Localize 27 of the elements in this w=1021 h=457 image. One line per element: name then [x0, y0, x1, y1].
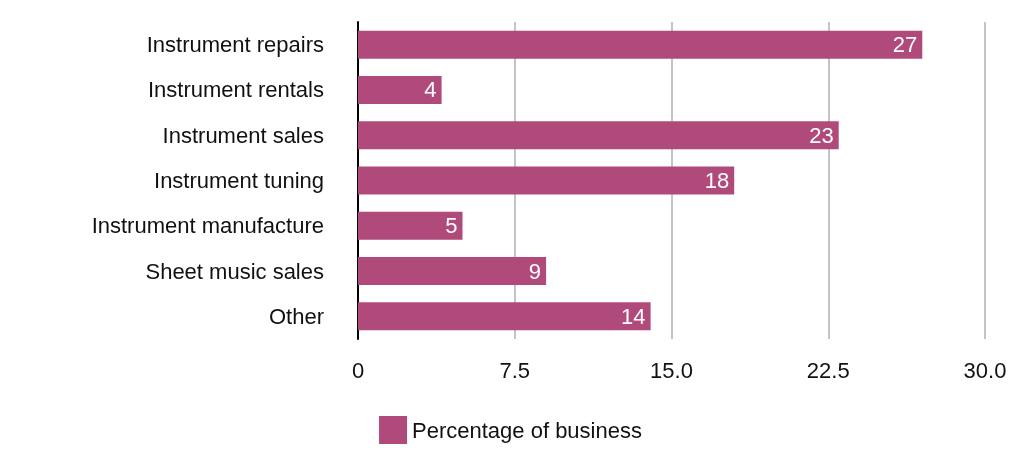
bar — [358, 75, 442, 104]
legend-label: Percentage of business — [412, 417, 642, 443]
x-tick-label: 22.5 — [806, 357, 850, 383]
bar — [358, 302, 651, 331]
data-label: 5 — [445, 213, 458, 239]
x-tick-label: 0 — [351, 357, 365, 383]
bar — [358, 257, 547, 286]
data-label: 18 — [704, 168, 730, 193]
y-tick-label: Other — [268, 303, 324, 329]
y-tick-label: Sheet music sales — [145, 258, 324, 284]
y-tick-label: Instrument sales — [162, 122, 324, 148]
y-tick-label: Instrument repairs — [146, 32, 324, 58]
bar — [358, 121, 839, 150]
bar — [358, 166, 735, 195]
data-label: 14 — [621, 303, 646, 329]
bar — [358, 30, 923, 59]
x-tick-label: 7.5 — [499, 357, 531, 383]
data-label: 27 — [892, 32, 918, 58]
data-label: 9 — [528, 258, 542, 284]
data-label: 4 — [424, 77, 437, 103]
y-tick-label: Instrument manufacture — [91, 213, 324, 239]
x-tick-label: 15.0 — [650, 357, 693, 383]
data-label: 23 — [809, 122, 834, 148]
y-tick-label: Instrument tuning — [154, 168, 324, 193]
x-tick-label: 30.0 — [963, 357, 1007, 383]
y-tick-label: Instrument rentals — [147, 77, 324, 103]
bar — [358, 211, 463, 240]
